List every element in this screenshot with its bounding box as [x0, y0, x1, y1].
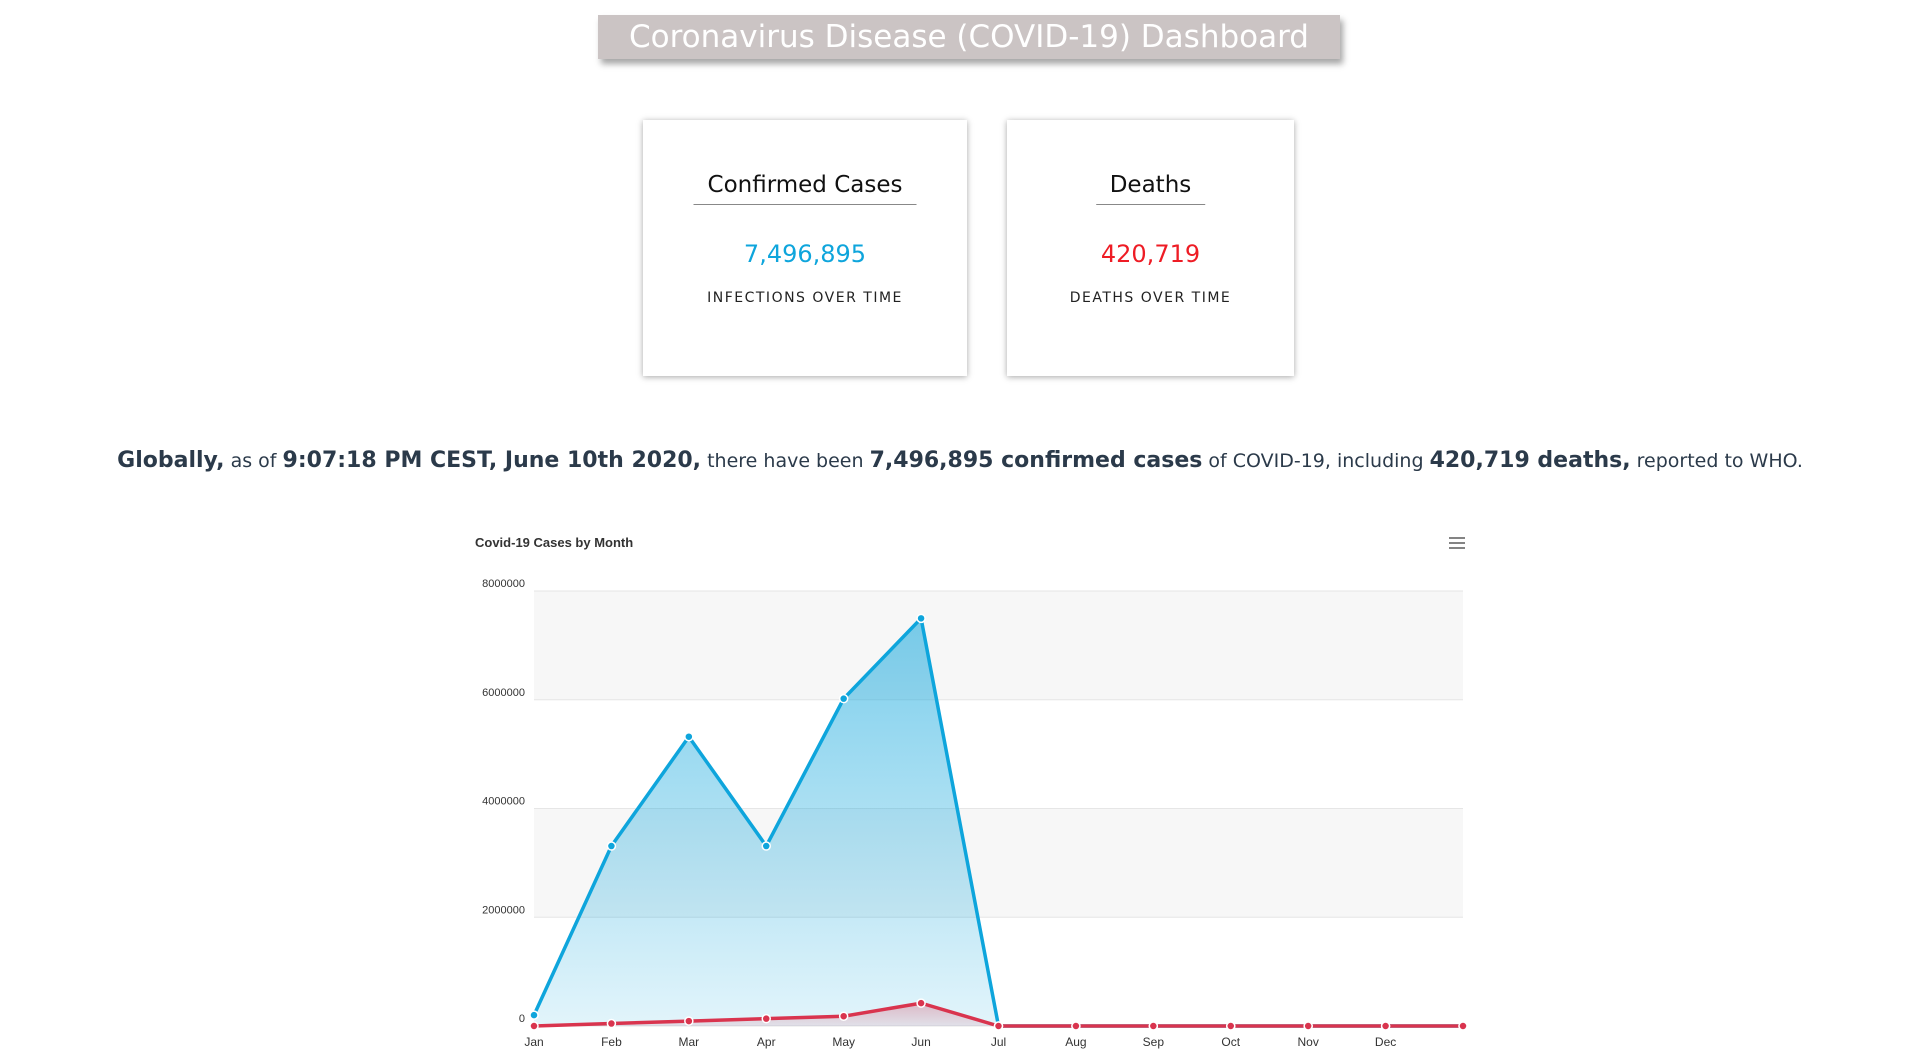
point: [684, 731, 694, 742]
point: [606, 841, 617, 851]
point: [1071, 1021, 1081, 1031]
point: [529, 1010, 539, 1020]
point: [993, 1021, 1004, 1031]
card-subtitle: INFECTIONS OVER TIME: [707, 290, 903, 306]
y-tick-label: 4000000: [482, 796, 525, 808]
y-tick-label: 8000000: [482, 578, 525, 590]
point: [1226, 1021, 1236, 1031]
x-tick-label: Sep: [1143, 1035, 1165, 1049]
card: Deaths 420,719 DEATHS OVER TIME: [1007, 120, 1294, 376]
point: [838, 693, 849, 704]
card: Confirmed Cases 7,496,895 INFECTIONS OVE…: [643, 120, 967, 376]
x-tick-label: Jul: [991, 1035, 1006, 1049]
card-value: 420,719: [1100, 240, 1201, 268]
summary: Globally, as of 9:07:18 PM CEST, June 10…: [0, 448, 1920, 473]
x-tick-label: May: [832, 1035, 855, 1049]
summary-text: there have been: [707, 450, 864, 472]
y-tick-label: 0: [519, 1013, 525, 1025]
x-tick-label: Oct: [1221, 1035, 1240, 1049]
x-tick-label: Jun: [911, 1035, 930, 1049]
point: [1458, 1021, 1468, 1031]
grid-band: [534, 591, 1463, 700]
point: [606, 1018, 617, 1029]
card-subtitle: DEATHS OVER TIME: [1069, 290, 1232, 306]
summary-text: 9:07:18 PM CEST, June 10th 2020,: [282, 448, 702, 473]
x-tick-label: Feb: [601, 1035, 622, 1049]
menu-button[interactable]: [1449, 537, 1465, 549]
summary-text: as of: [230, 450, 277, 472]
y-tick-label: 2000000: [482, 904, 525, 916]
point: [1148, 1021, 1159, 1031]
point: [684, 1016, 694, 1026]
x-tick-label: Nov: [1297, 1035, 1318, 1049]
x-tick-label: Mar: [678, 1035, 699, 1049]
point: [916, 998, 926, 1008]
card-value: 7,496,895: [743, 240, 867, 268]
x-tick-label: Aug: [1065, 1035, 1086, 1049]
x-tick-label: Jan: [524, 1035, 543, 1049]
x-tick-label: Dec: [1375, 1035, 1396, 1049]
y-tick-label: 6000000: [482, 687, 525, 699]
point: [1303, 1021, 1313, 1031]
card-title: Deaths: [1095, 172, 1206, 205]
summary-text: Globally,: [117, 448, 225, 473]
x-tick-label: Apr: [757, 1035, 776, 1049]
summary-text: reported to WHO.: [1636, 450, 1803, 472]
point: [916, 613, 926, 624]
summary-text: 420,719 deaths,: [1429, 448, 1631, 473]
point: [838, 1011, 849, 1021]
point: [529, 1021, 539, 1031]
chart-title: Covid-19 Cases by Month: [475, 535, 633, 550]
dashboard-title: Coronavirus Disease (COVID-19) Dashboard: [598, 15, 1340, 59]
summary-text: of COVID-19, including: [1208, 450, 1424, 472]
card-title: Confirmed Cases: [693, 172, 917, 205]
area: [534, 618, 1463, 1026]
point: [761, 841, 771, 851]
summary-text: 7,496,895 confirmed cases: [869, 448, 1203, 473]
point: [761, 1013, 771, 1024]
point: [1380, 1021, 1391, 1031]
